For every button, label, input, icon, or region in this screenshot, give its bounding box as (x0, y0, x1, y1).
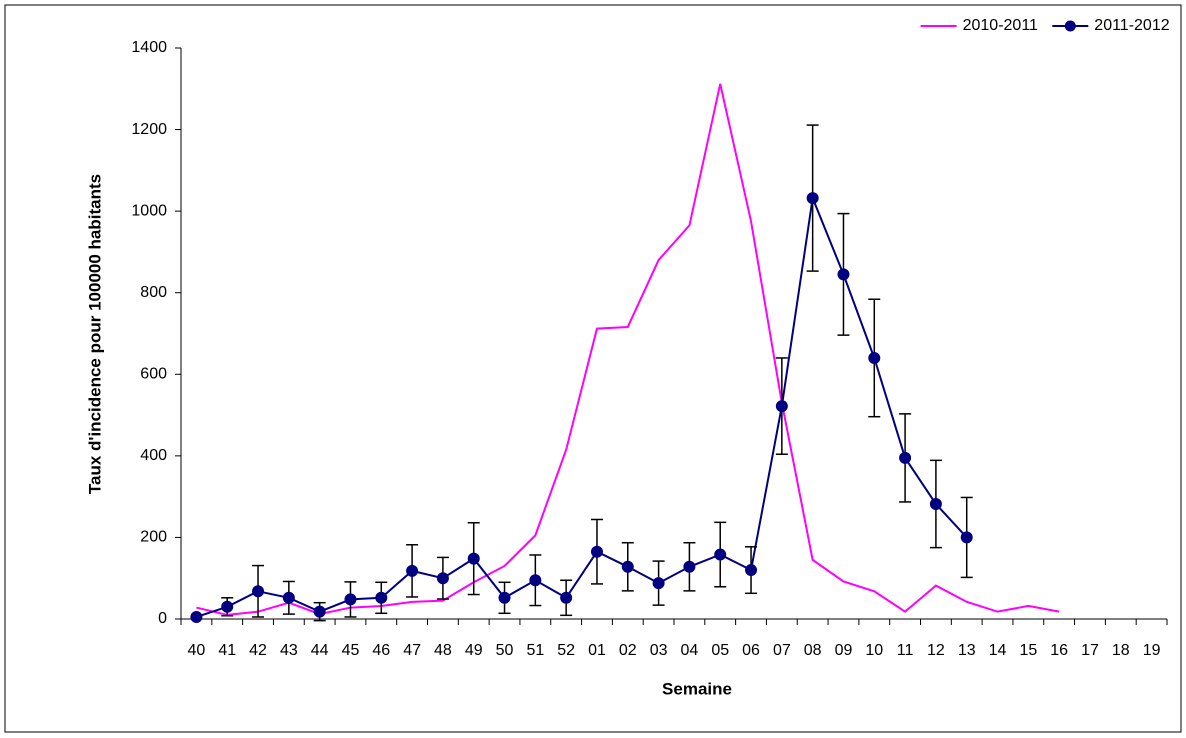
x-tick-label: 12 (927, 642, 945, 659)
x-tick-label: 50 (496, 642, 514, 659)
x-tick-label: 04 (681, 642, 699, 659)
point (406, 564, 419, 577)
point (375, 591, 388, 604)
point (344, 593, 357, 606)
x-tick-label: 47 (403, 642, 421, 659)
point (590, 545, 603, 558)
point (252, 585, 265, 598)
x-tick-label: 51 (526, 642, 544, 659)
chart-frame (4, 4, 1182, 733)
point (436, 572, 449, 585)
x-tick-label: 11 (897, 642, 914, 659)
y-tick-label: 1200 (131, 121, 167, 138)
point (899, 451, 912, 464)
point (467, 552, 480, 565)
y-tick-label: 800 (140, 284, 167, 301)
point (190, 610, 203, 623)
point (806, 192, 819, 205)
point (221, 600, 234, 613)
x-tick-label: 18 (1112, 642, 1130, 659)
point (621, 560, 634, 573)
x-tick-label: 16 (1050, 642, 1068, 659)
point (775, 400, 788, 413)
x-tick-label: 49 (465, 642, 483, 659)
point (714, 548, 727, 561)
y-tick-label: 1400 (131, 39, 167, 56)
x-axis-label: Semaine (662, 679, 732, 698)
y-tick-label: 400 (140, 447, 167, 464)
x-tick-label: 02 (619, 642, 637, 659)
x-tick-label: 14 (989, 642, 1007, 659)
x-tick-label: 15 (1019, 642, 1037, 659)
x-tick-label: 08 (804, 642, 822, 659)
point (745, 564, 758, 577)
point (498, 591, 511, 604)
x-tick-label: 13 (958, 642, 976, 659)
x-tick-label: 52 (557, 642, 575, 659)
series-line (196, 83, 1060, 616)
x-tick-label: 42 (249, 642, 267, 659)
legend-marker (1064, 20, 1076, 32)
x-tick-label: 10 (865, 642, 883, 659)
x-tick-label: 48 (434, 642, 452, 659)
x-tick-label: 44 (311, 642, 329, 659)
legend-label: 2010-2011 (963, 17, 1038, 34)
point (868, 351, 881, 364)
x-tick-label: 19 (1143, 642, 1161, 659)
y-tick-label: 200 (140, 529, 167, 546)
x-tick-label: 46 (372, 642, 390, 659)
point (313, 605, 326, 618)
x-tick-label: 05 (711, 642, 729, 659)
x-tick-label: 45 (342, 642, 360, 659)
x-tick-label: 40 (188, 642, 206, 659)
x-tick-label: 07 (773, 642, 791, 659)
x-tick-label: 41 (218, 642, 236, 659)
y-tick-label: 0 (158, 610, 167, 627)
legend-label: 2011-2012 (1094, 17, 1169, 34)
point (960, 531, 973, 544)
y-tick-label: 600 (140, 366, 167, 383)
y-tick-label: 1000 (131, 202, 167, 219)
point (560, 591, 573, 604)
x-tick-label: 43 (280, 642, 298, 659)
x-tick-label: 06 (742, 642, 760, 659)
point (929, 497, 942, 510)
point (652, 577, 665, 590)
point (529, 574, 542, 587)
point (837, 268, 850, 281)
point (683, 560, 696, 573)
x-tick-label: 09 (835, 642, 853, 659)
point (282, 591, 295, 604)
x-tick-label: 01 (588, 642, 606, 659)
x-tick-label: 17 (1081, 642, 1099, 659)
x-tick-label: 03 (650, 642, 668, 659)
y-axis-label: Taux d'incidence pour 100000 habitants (85, 174, 104, 494)
